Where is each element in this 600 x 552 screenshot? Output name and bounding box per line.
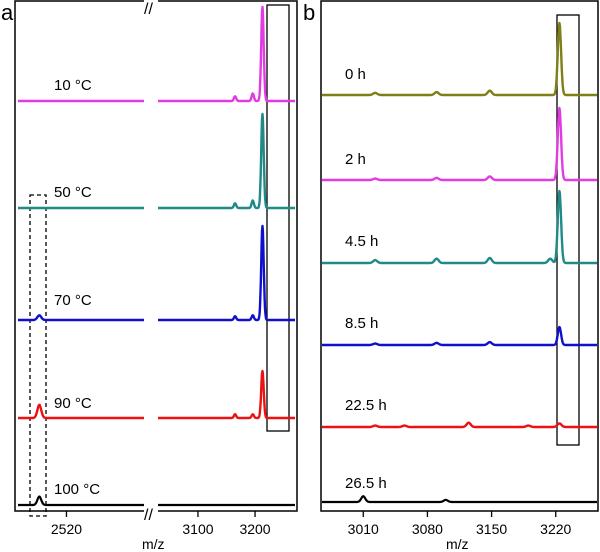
panel-b-trace-1 [321,106,598,182]
axis-break-mark-bottom: // [144,507,153,524]
panel-b-series-label-4: 22.5 h [345,397,387,414]
panel-a-xlabel: m/z [142,536,165,552]
panel-b-frame [320,0,599,512]
panel-b-trace-4 [321,421,598,429]
panel-b-tick-label-1: 3080 [412,521,443,537]
panel-a-tick-label-0-0: 2520 [51,521,82,537]
panel-b-series-label-3: 8.5 h [345,315,378,332]
panel-b-series-label-1: 2 h [345,151,366,168]
panel-b-trace-2 [321,189,598,265]
panel-b-xlabel: m/z [446,536,469,552]
panel-a-trace-0 [17,5,296,103]
panel-a-trace-4 [17,495,296,507]
panel-b-tick-label-2: 3150 [476,521,507,537]
panel-a-highlight-box [266,4,290,432]
axis-break-mark-top: // [144,1,153,18]
panel-b-highlight-box [556,14,580,446]
panel-a-dashed-box [29,194,47,517]
panel-a-tick-label-1-1: 3200 [239,521,270,537]
panel-b-letter: b [303,0,315,25]
panel-b-series-label-2: 4.5 h [345,233,378,250]
panel-a-series-label-0: 10 °C [54,77,92,94]
panel-b-tick-label-3: 3220 [540,521,571,537]
panel-b-trace-3 [321,325,598,347]
panel-a-trace-3 [17,369,296,420]
panel-b-series-label-0: 0 h [345,66,366,83]
panel-a-tick-label-1-0: 3100 [182,521,213,537]
panel-b-trace-0 [321,21,598,97]
axis-break-cover-top [144,0,158,4]
panel-a-series-label-3: 90 °C [54,395,92,412]
panel-a-trace-1 [17,112,296,210]
panel-a-trace-2 [17,224,296,322]
panel-b-tick-label-0: 3010 [348,521,379,537]
panel-a-series-label-4: 100 °C [54,481,100,498]
panel-b-trace-5 [321,495,598,504]
panel-a-series-label-1: 50 °C [54,184,92,201]
panel-b-series-label-5: 26.5 h [345,475,387,492]
axis-break-cover-bottom [144,508,158,513]
panel-a-series-label-2: 70 °C [54,292,92,309]
panel-a-letter: a [1,0,14,25]
